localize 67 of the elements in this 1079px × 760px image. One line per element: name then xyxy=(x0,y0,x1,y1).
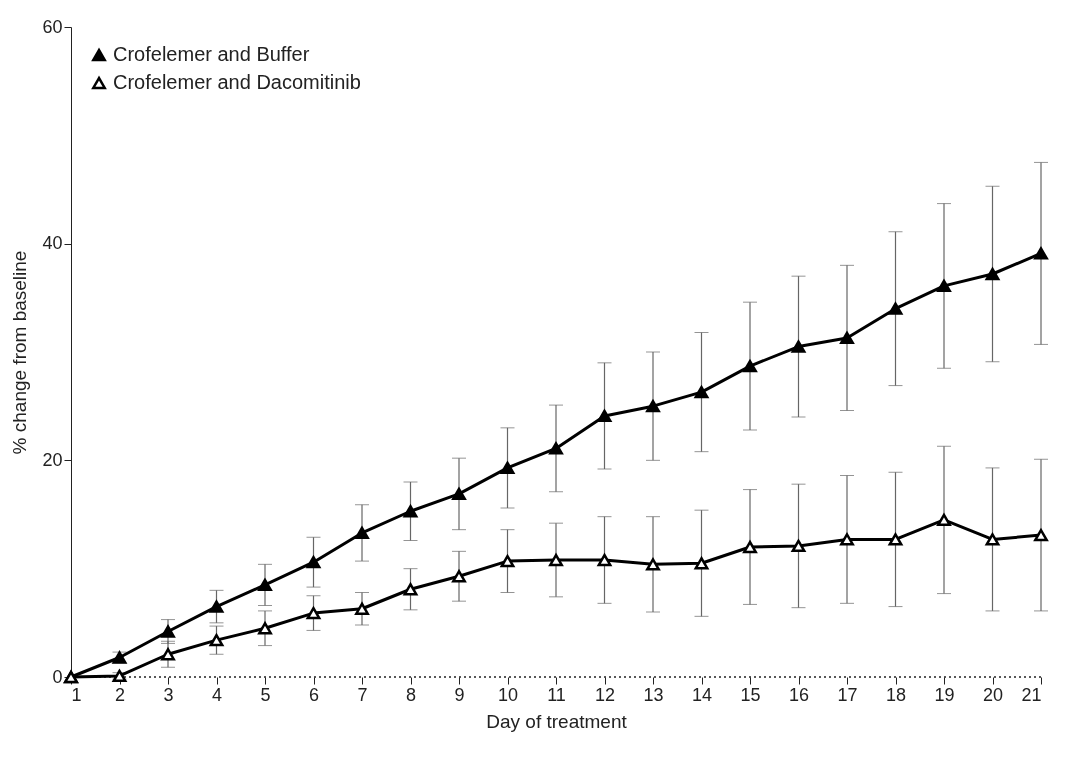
point xyxy=(355,526,369,540)
x-tick-label: 3 xyxy=(163,684,174,705)
x-tick-label: 18 xyxy=(885,684,907,705)
point xyxy=(840,331,854,345)
x-tick-label: 2 xyxy=(114,684,126,705)
y-tick-label: 40 xyxy=(42,233,63,254)
point xyxy=(937,279,951,293)
point xyxy=(549,553,563,567)
point xyxy=(500,554,515,568)
x-tick-label: 10 xyxy=(497,684,519,705)
point xyxy=(694,557,709,570)
point xyxy=(694,385,709,399)
point xyxy=(646,399,660,413)
x-tick-label: 6 xyxy=(308,684,320,705)
point xyxy=(209,633,224,647)
point xyxy=(597,409,612,423)
x-tick-label: 11 xyxy=(547,684,566,705)
x-tick-label: 12 xyxy=(594,684,616,705)
x-tick-label: 9 xyxy=(454,684,465,705)
x-tick-label: 1 xyxy=(71,684,82,705)
x-tick-label: 14 xyxy=(691,684,713,705)
y-tick-label: 20 xyxy=(42,449,63,470)
point xyxy=(888,302,903,315)
point xyxy=(258,578,272,592)
point xyxy=(888,533,903,546)
y-tick-label: 60 xyxy=(42,16,63,37)
x-tick-label: 5 xyxy=(260,684,271,705)
point xyxy=(306,555,321,569)
point xyxy=(403,583,418,596)
point xyxy=(161,648,175,661)
legend-label: Crofelemer and Dacomitinib xyxy=(113,71,361,93)
x-tick-label: 16 xyxy=(788,684,810,705)
point xyxy=(306,606,321,620)
point xyxy=(1034,247,1048,260)
point xyxy=(791,340,806,353)
point xyxy=(452,570,466,583)
x-axis-title: Day of treatment xyxy=(486,710,628,732)
point xyxy=(403,505,418,518)
point xyxy=(743,540,757,554)
point xyxy=(985,533,1000,546)
legend-label: Crofelemer and Buffer xyxy=(113,43,310,65)
point xyxy=(985,267,1000,281)
x-tick-label: 15 xyxy=(740,684,761,705)
x-tick-label: 8 xyxy=(405,684,417,705)
point xyxy=(500,461,515,475)
y-tick-label: 0 xyxy=(52,666,63,687)
point xyxy=(646,558,660,571)
point xyxy=(161,625,175,638)
x-tick-label: 7 xyxy=(357,684,368,705)
point xyxy=(452,487,466,501)
point xyxy=(209,600,224,613)
x-tick-label: 19 xyxy=(934,684,955,705)
x-tick-label: 21 xyxy=(1021,684,1042,705)
point xyxy=(1034,528,1048,542)
point xyxy=(937,513,951,527)
point xyxy=(549,442,563,455)
point xyxy=(355,602,369,615)
point xyxy=(791,539,806,553)
y-axis-title: % change from baseline xyxy=(9,250,31,455)
point xyxy=(840,533,854,546)
point xyxy=(597,553,612,567)
x-tick-label: 20 xyxy=(982,684,1004,705)
point xyxy=(743,359,757,373)
x-tick-label: 4 xyxy=(211,684,223,705)
x-tick-label: 17 xyxy=(837,684,858,705)
x-tick-label: 13 xyxy=(643,684,664,705)
point xyxy=(258,622,272,635)
